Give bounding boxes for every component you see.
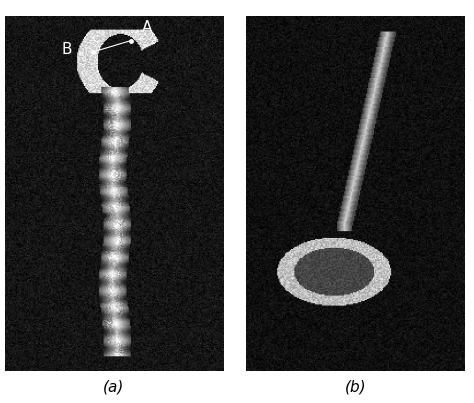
Text: A: A xyxy=(142,20,152,35)
Text: (b): (b) xyxy=(345,379,366,395)
Text: B: B xyxy=(62,42,73,57)
Text: (a): (a) xyxy=(103,379,125,395)
